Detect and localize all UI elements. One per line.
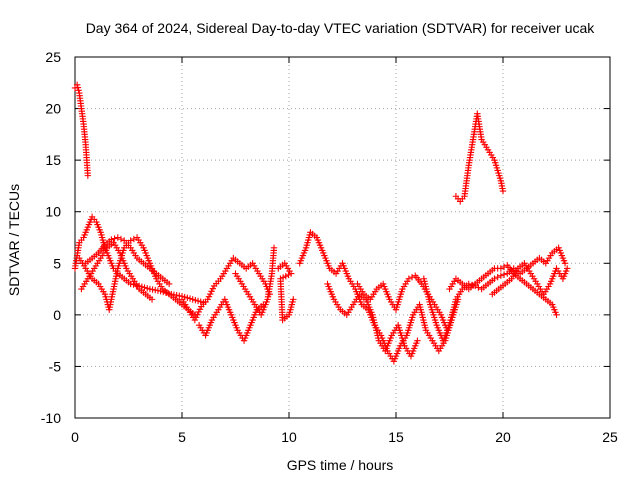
- data-point: [75, 87, 82, 94]
- data-point: [553, 311, 560, 319]
- x-tick-labels: 0 5 10 15 20 25: [71, 429, 618, 445]
- y-tick-label: 5: [53, 255, 61, 271]
- data-point: [497, 265, 505, 272]
- x-axis-label: GPS time / hours: [287, 457, 394, 473]
- data-point: [500, 271, 508, 278]
- y-axis-label: SDTVAR / TECUs: [6, 184, 22, 296]
- x-tick-label: 0: [71, 429, 79, 445]
- chart-title: Day 364 of 2024, Sidereal Day-to-day VTE…: [86, 20, 596, 36]
- data-point: [114, 234, 121, 241]
- data-point: [491, 275, 498, 282]
- data-point: [84, 172, 92, 179]
- data-point: [405, 275, 413, 282]
- data-point: [74, 84, 82, 91]
- data-point: [414, 337, 421, 344]
- y-tick-label: 10: [45, 204, 61, 220]
- x-tick-label: 5: [178, 429, 186, 445]
- x-tick-label: 20: [495, 429, 511, 445]
- data-point: [270, 244, 278, 252]
- data-point: [127, 237, 134, 244]
- data-point: [130, 235, 138, 243]
- y-tick-label: 0: [53, 307, 61, 323]
- data-point: [497, 272, 505, 279]
- data-point: [561, 260, 569, 267]
- data-point: [165, 280, 173, 288]
- y-tick-label: 15: [45, 152, 61, 168]
- y-tick-label: 25: [45, 49, 61, 65]
- data-point: [73, 81, 81, 89]
- plot-frame: [74, 56, 611, 419]
- data-point: [494, 274, 501, 281]
- x-tick-label: 15: [388, 429, 404, 445]
- x-tick-label: 10: [281, 429, 297, 445]
- data-point: [475, 284, 482, 291]
- axis-ticks: [74, 56, 611, 419]
- data-point: [127, 280, 134, 288]
- x-tick-label: 25: [602, 429, 618, 445]
- data-point: [117, 235, 125, 243]
- y-tick-label: -10: [41, 410, 61, 426]
- y-tick-label: 20: [45, 101, 61, 117]
- data-point: [290, 296, 297, 303]
- data-point: [111, 235, 118, 242]
- data-point: [499, 187, 507, 195]
- data-point: [148, 296, 156, 303]
- y-tick-labels: -10 -5 0 5 10 15 20 25: [41, 49, 61, 426]
- data-points: [71, 81, 571, 365]
- grid-lines: [75, 57, 610, 418]
- data-point: [564, 265, 571, 272]
- y-tick-label: -5: [49, 358, 62, 374]
